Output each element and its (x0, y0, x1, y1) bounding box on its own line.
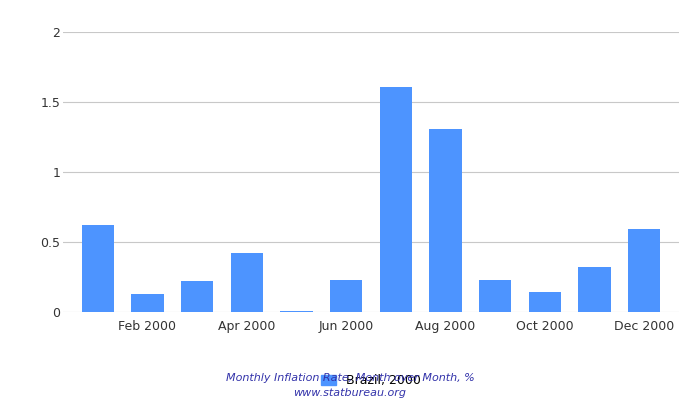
Bar (82, 225, 114, 312)
Text: www.statbureau.org: www.statbureau.org (293, 388, 407, 398)
Bar (379, 87, 412, 312)
Text: Monthly Inflation Rate, Month over Month, %: Monthly Inflation Rate, Month over Month… (225, 373, 475, 383)
Bar (528, 292, 561, 312)
Bar (181, 281, 214, 312)
Legend: Brazil, 2000: Brazil, 2000 (321, 374, 421, 387)
Bar (479, 280, 511, 312)
Bar (132, 294, 164, 312)
Bar (231, 253, 263, 312)
Bar (429, 129, 462, 312)
Bar (578, 267, 610, 312)
Bar (280, 310, 313, 312)
Bar (628, 230, 660, 312)
Bar (330, 280, 363, 312)
